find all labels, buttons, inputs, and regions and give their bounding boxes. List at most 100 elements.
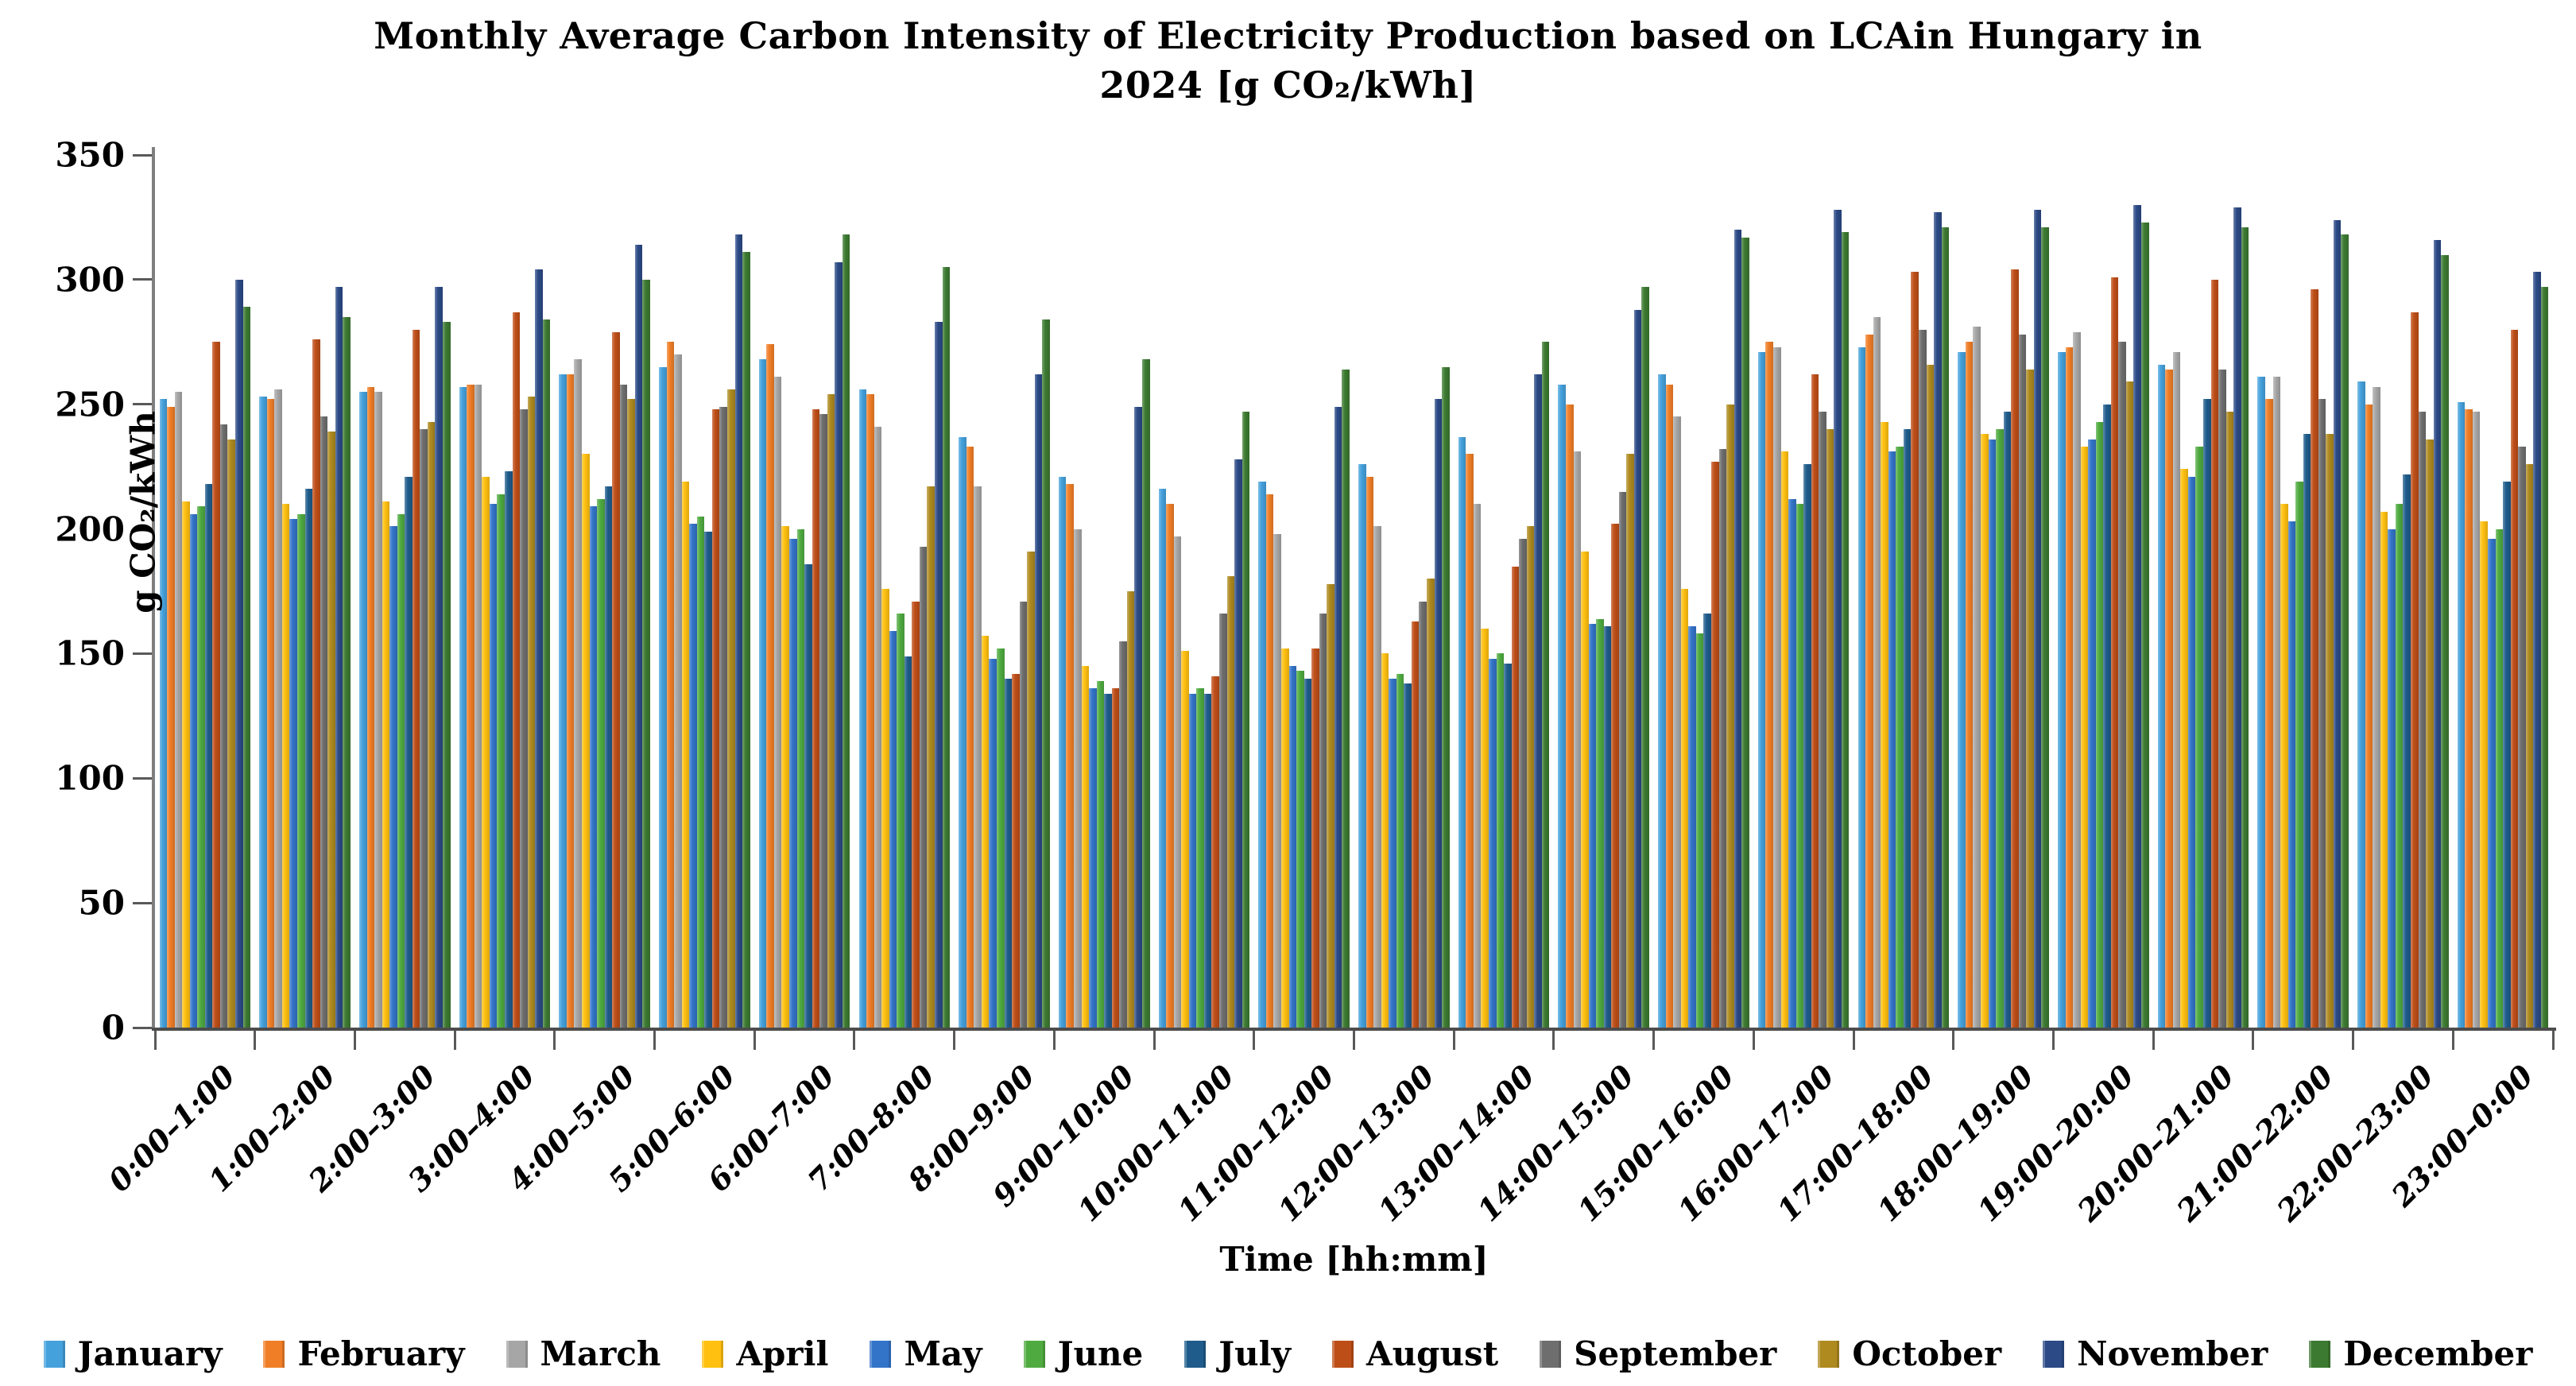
bar-february-20:00–21:00 <box>2165 369 2173 1028</box>
x-tick-mark <box>1452 1031 1455 1050</box>
bar-december-14:00–15:00 <box>1641 287 1650 1028</box>
bar-july-6:00–7:00 <box>804 563 812 1028</box>
bar-july-15:00–16:00 <box>1703 614 1712 1028</box>
bar-april-17:00–18:00 <box>1881 421 1888 1028</box>
bar-july-18:00–19:00 <box>2003 412 2012 1028</box>
chart-title: Monthly Average Carbon Intensity of Elec… <box>0 11 2576 110</box>
x-tick-mark <box>1052 1031 1056 1050</box>
bar-august-19:00–20:00 <box>2110 277 2119 1028</box>
bar-march-22:00–23:00 <box>2373 386 2380 1028</box>
bar-february-19:00–20:00 <box>2065 346 2074 1028</box>
bar-july-23:00–0:00 <box>2503 481 2511 1028</box>
bar-november-21:00–22:00 <box>2333 219 2342 1028</box>
bar-june-11:00–12:00 <box>1296 671 1304 1028</box>
bar-december-22:00–23:00 <box>2441 254 2449 1028</box>
y-tick-mark <box>133 403 152 406</box>
bar-october-11:00–12:00 <box>1327 583 1334 1028</box>
bar-november-23:00–0:00 <box>2533 272 2541 1028</box>
bar-july-5:00–6:00 <box>704 531 712 1028</box>
bar-march-19:00–20:00 <box>2073 331 2081 1028</box>
bar-march-20:00–21:00 <box>2172 351 2181 1028</box>
legend-swatch-april-icon <box>702 1340 724 1368</box>
bar-november-3:00–4:00 <box>535 269 543 1028</box>
bar-june-21:00–22:00 <box>2295 481 2303 1028</box>
bar-cluster-23:00–0:00 <box>2453 155 2553 1028</box>
bar-march-12:00–13:00 <box>1373 526 1381 1028</box>
legend-item-october: October <box>1818 1334 2001 1373</box>
bar-november-22:00–23:00 <box>2433 239 2442 1028</box>
bar-july-1:00–2:00 <box>304 489 313 1028</box>
bar-october-10:00–11:00 <box>1226 576 1235 1028</box>
bar-november-20:00–21:00 <box>2233 207 2241 1028</box>
bar-april-22:00–23:00 <box>2380 511 2388 1028</box>
bar-january-11:00–12:00 <box>1258 481 1266 1028</box>
bar-august-12:00–13:00 <box>1411 621 1420 1028</box>
bar-cluster-22:00–23:00 <box>2353 155 2454 1028</box>
bar-june-10:00–11:00 <box>1196 688 1204 1028</box>
bar-august-1:00–2:00 <box>312 339 320 1028</box>
chart-title-line1: Monthly Average Carbon Intensity of Elec… <box>374 14 2202 57</box>
legend-label-april: April <box>736 1334 829 1373</box>
x-tick-mark <box>2451 1031 2454 1050</box>
bar-july-22:00–23:00 <box>2403 474 2411 1028</box>
bar-march-5:00–6:00 <box>674 354 682 1028</box>
bar-cluster-15:00–16:00 <box>1654 155 1754 1028</box>
bar-february-7:00–8:00 <box>866 394 874 1028</box>
legend-item-august: August <box>1332 1334 1498 1373</box>
bar-january-20:00–21:00 <box>2157 364 2166 1028</box>
bar-february-14:00–15:00 <box>1566 404 1574 1028</box>
y-tick-mark <box>133 153 152 157</box>
legend-label-july: July <box>1218 1334 1292 1373</box>
bar-july-19:00–20:00 <box>2103 404 2111 1028</box>
bar-december-8:00–9:00 <box>1042 319 1050 1028</box>
legend-item-september: September <box>1540 1334 1776 1373</box>
bar-february-12:00–13:00 <box>1365 476 1374 1028</box>
bar-may-9:00–10:00 <box>1089 688 1097 1028</box>
bar-february-8:00–9:00 <box>966 447 974 1028</box>
bar-november-7:00–8:00 <box>934 322 943 1028</box>
bar-may-17:00–18:00 <box>1888 451 1896 1028</box>
bar-september-23:00–0:00 <box>2518 447 2526 1028</box>
bar-june-18:00–19:00 <box>1996 429 2004 1028</box>
bar-february-15:00–16:00 <box>1665 384 1674 1028</box>
bar-february-9:00–10:00 <box>1066 484 1075 1028</box>
bar-december-7:00–8:00 <box>942 267 951 1028</box>
bar-august-23:00–0:00 <box>2510 329 2519 1028</box>
bar-august-2:00–3:00 <box>412 329 420 1028</box>
bar-july-0:00–1:00 <box>204 484 213 1028</box>
bar-june-15:00–16:00 <box>1695 633 1704 1028</box>
bar-october-0:00–1:00 <box>227 439 236 1028</box>
x-tick-mark <box>553 1031 556 1050</box>
bar-cluster-3:00–4:00 <box>455 155 555 1028</box>
legend-item-february: February <box>263 1334 465 1373</box>
y-tick-label: 200 <box>55 509 125 549</box>
bar-august-0:00–1:00 <box>212 342 220 1028</box>
bar-february-16:00–17:00 <box>1765 342 1773 1028</box>
bar-october-20:00–21:00 <box>2225 412 2234 1028</box>
bar-october-14:00–15:00 <box>1626 454 1634 1028</box>
y-tick-label: 0 <box>101 1008 125 1047</box>
y-tick-mark <box>133 652 152 655</box>
bar-cluster-2:00–3:00 <box>354 155 455 1028</box>
bar-october-5:00–6:00 <box>727 389 735 1028</box>
y-tick-label: 350 <box>55 135 125 175</box>
legend-item-may: May <box>870 1334 982 1373</box>
bar-may-21:00–22:00 <box>2287 521 2296 1028</box>
bar-december-13:00–14:00 <box>1541 342 1550 1028</box>
legend-swatch-may-icon <box>870 1340 892 1368</box>
bar-april-13:00–14:00 <box>1481 629 1489 1028</box>
bar-may-15:00–16:00 <box>1688 625 1696 1028</box>
bar-cluster-20:00–21:00 <box>2153 155 2253 1028</box>
y-tick-label: 50 <box>78 883 125 923</box>
bar-october-19:00–20:00 <box>2125 381 2134 1028</box>
bar-april-11:00–12:00 <box>1280 648 1289 1028</box>
bar-october-16:00–17:00 <box>1826 429 1834 1028</box>
bar-january-3:00–4:00 <box>459 386 467 1028</box>
x-tick-mark <box>2051 1031 2055 1050</box>
bar-february-1:00–2:00 <box>266 399 275 1028</box>
x-tick-mark <box>2352 1031 2355 1050</box>
x-tick-mark <box>453 1031 456 1050</box>
chart-title-line2: 2024 [g CO₂/kWh] <box>1099 64 1477 107</box>
bar-september-20:00–21:00 <box>2218 369 2226 1028</box>
